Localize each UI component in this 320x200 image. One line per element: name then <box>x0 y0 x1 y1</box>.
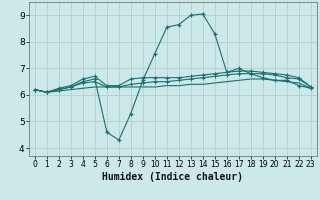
X-axis label: Humidex (Indice chaleur): Humidex (Indice chaleur) <box>102 172 243 182</box>
